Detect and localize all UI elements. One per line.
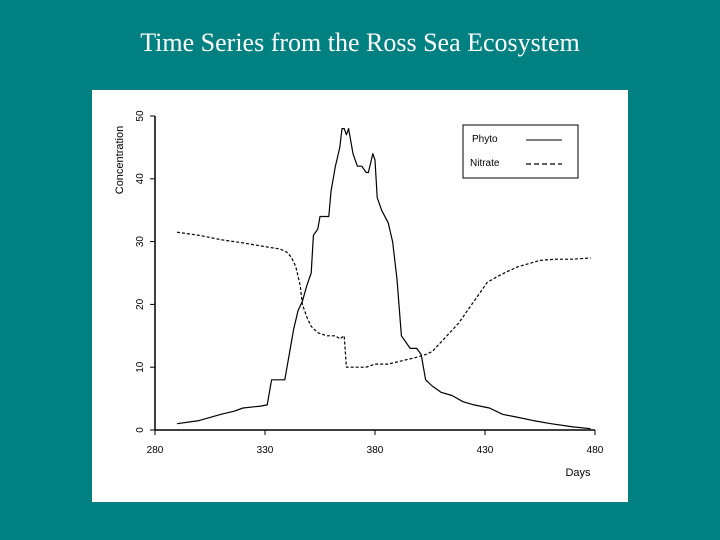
x-axis-label: Days — [565, 467, 591, 479]
line-chart: 0 10 20 30 40 50 280 330 380 430 480 Concentratio… — [114, 110, 604, 479]
legend-label-phyto: Phyto — [472, 134, 498, 145]
legend-box — [462, 124, 579, 179]
x-ticks: 280 330 380 430 480 — [147, 430, 604, 456]
x-tick-label: 330 — [257, 445, 274, 456]
y-tick-label: 50 — [135, 110, 146, 122]
slide-title: Time Series from the Ross Sea Ecosystem — [140, 28, 580, 57]
x-tick-label: 380 — [367, 445, 384, 456]
y-ticks: 0 10 20 30 40 50 — [135, 110, 155, 433]
chart-panel: 0 10 20 30 40 50 280 330 380 430 480 Concentratio… — [92, 90, 628, 502]
y-tick-label: 10 — [135, 361, 146, 373]
x-tick-label: 430 — [477, 445, 494, 456]
series-line-nitrate — [176, 231, 591, 368]
y-tick-label: 0 — [135, 427, 146, 433]
y-axis-label: Concentration — [114, 126, 126, 195]
series-layer — [176, 127, 591, 430]
series-line-phyto — [176, 127, 591, 430]
y-tick-label: 30 — [135, 236, 146, 248]
y-tick-label: 20 — [135, 298, 146, 310]
y-tick-label: 40 — [135, 173, 146, 185]
x-tick-label: 280 — [147, 445, 164, 456]
legend: Phyto Nitrate — [462, 124, 579, 179]
x-tick-label: 480 — [587, 445, 604, 456]
legend-label-nitrate: Nitrate — [470, 158, 500, 169]
